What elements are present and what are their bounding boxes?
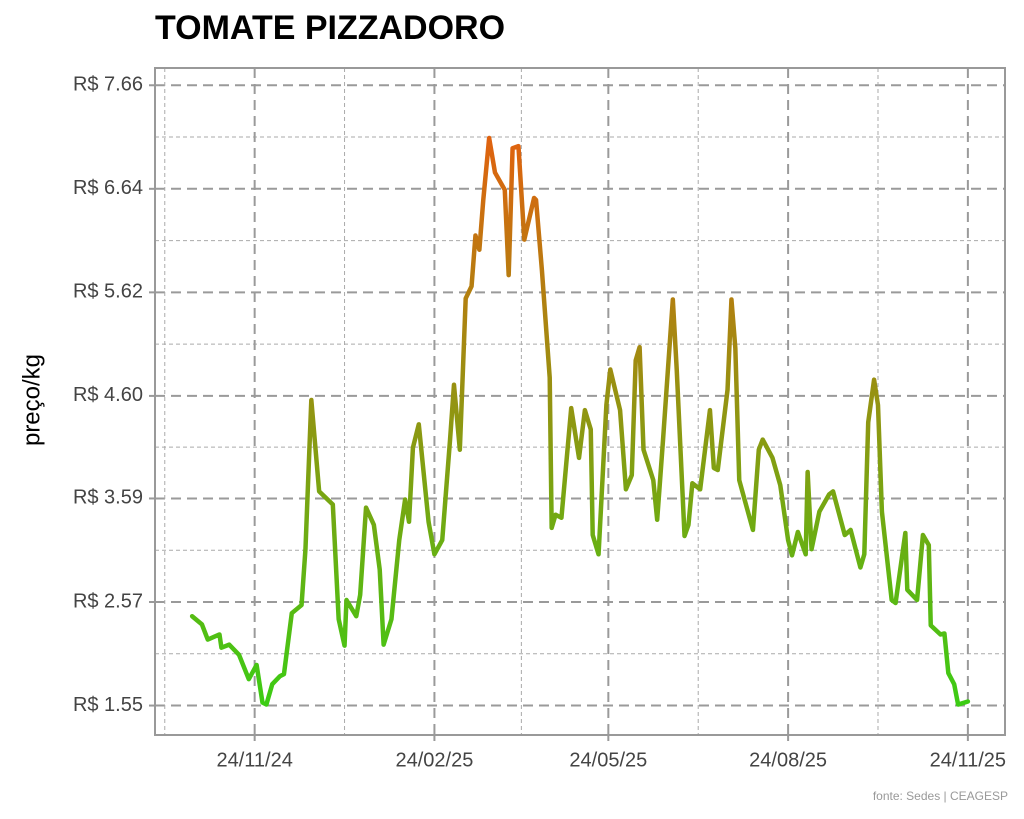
y-tick-label: R$ 3.59: [73, 487, 143, 509]
caption: fonte: Sedes | CEAGESP: [873, 789, 1008, 803]
y-tick-label: R$ 5.62: [73, 281, 143, 303]
y-tick-label: R$ 7.66: [73, 74, 143, 96]
y-tick-label: R$ 6.64: [73, 177, 143, 199]
y-axis-label: preço/kg: [18, 354, 45, 446]
price-line: [189, 135, 971, 707]
y-tick-label: R$ 2.57: [73, 590, 143, 612]
y-tick-label: R$ 4.60: [73, 384, 143, 406]
x-tick-label: 24/05/25: [569, 749, 647, 771]
x-tick-label: 24/11/25: [930, 749, 1006, 771]
plot-frame: [154, 67, 1006, 736]
x-tick-label: 24/11/24: [216, 749, 292, 771]
x-tick-label: 24/02/25: [395, 749, 473, 771]
chart-title: TOMATE PIZZADORO: [155, 9, 505, 47]
y-tick-label: R$ 1.55: [73, 694, 143, 716]
x-tick-label: 24/08/25: [749, 749, 827, 771]
